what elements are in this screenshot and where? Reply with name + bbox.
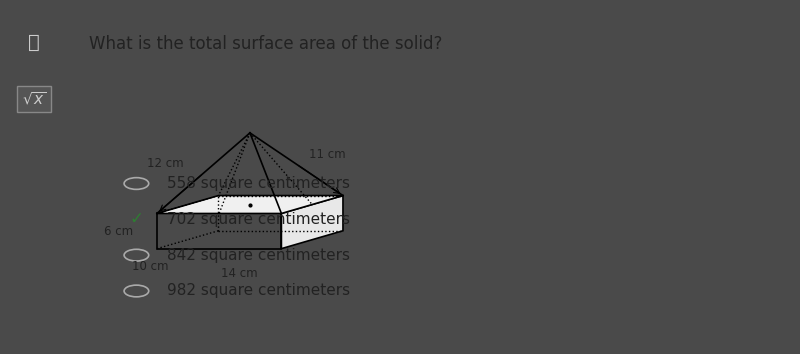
Polygon shape bbox=[157, 195, 343, 213]
Text: 842 square centimeters: 842 square centimeters bbox=[167, 248, 350, 263]
Text: 🎧: 🎧 bbox=[28, 33, 40, 52]
Text: 11 cm: 11 cm bbox=[309, 148, 346, 161]
Text: 12 cm: 12 cm bbox=[147, 157, 184, 170]
Text: What is the total surface area of the solid?: What is the total surface area of the so… bbox=[89, 35, 442, 53]
Text: 6 cm: 6 cm bbox=[104, 224, 133, 238]
Text: $\sqrt{x}$: $\sqrt{x}$ bbox=[22, 91, 46, 108]
Text: 982 square centimeters: 982 square centimeters bbox=[167, 284, 350, 298]
Polygon shape bbox=[282, 195, 343, 249]
Text: 10 cm: 10 cm bbox=[132, 260, 168, 273]
Text: 558 square centimeters: 558 square centimeters bbox=[167, 176, 350, 191]
Text: 702 square centimeters: 702 square centimeters bbox=[167, 212, 350, 227]
Text: 14 cm: 14 cm bbox=[222, 267, 258, 280]
Text: ✓: ✓ bbox=[130, 210, 143, 228]
